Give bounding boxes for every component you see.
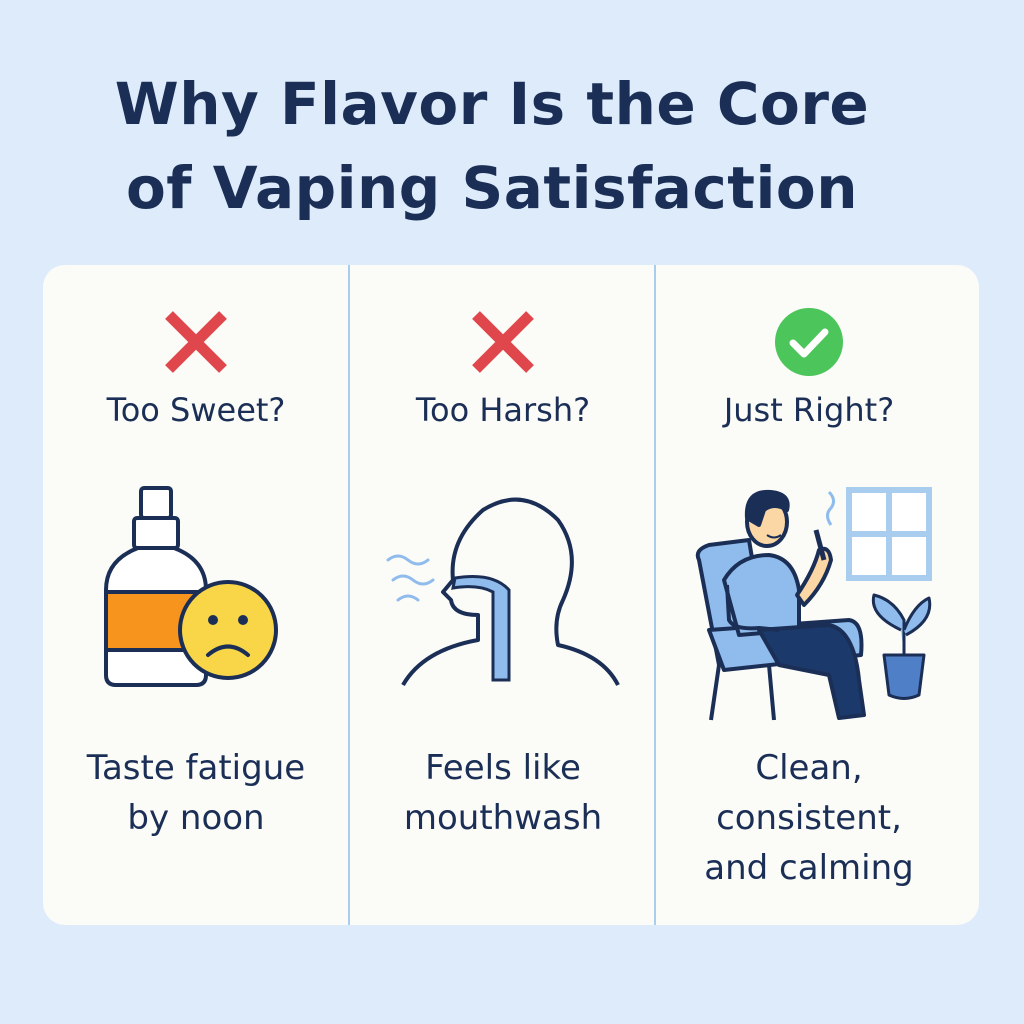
- caption-line: consistent,: [716, 798, 902, 838]
- column-caption: Taste fatigue by noon: [43, 743, 349, 843]
- cross-icon: [165, 311, 227, 373]
- column-caption: Clean, consistent, and calming: [656, 743, 962, 893]
- check-circle-icon: [775, 308, 843, 376]
- caption-line: Taste fatigue: [86, 748, 306, 788]
- column-heading: Just Right?: [723, 391, 895, 429]
- column-too-harsh: Too Harsh? Feels like mouthwash: [350, 265, 656, 925]
- column-too-sweet: Too Sweet? Taste fatigue by noon: [43, 265, 349, 925]
- title-line-2: of Vaping Satisfaction: [125, 154, 859, 222]
- column-heading: Too Sweet?: [106, 391, 286, 429]
- head-throat-illustration: [386, 497, 620, 687]
- column-heading: Too Harsh?: [415, 391, 591, 429]
- caption-line: mouthwash: [403, 798, 603, 838]
- column-divider: [654, 265, 656, 925]
- caption-line: Clean,: [755, 748, 863, 788]
- bottle-sad-face-illustration: [104, 486, 278, 687]
- caption-line: by noon: [127, 798, 265, 838]
- column-divider: [348, 265, 350, 925]
- cross-icon: [472, 311, 534, 373]
- caption-line: and calming: [704, 848, 914, 888]
- title-line-1: Why Flavor Is the Core: [114, 70, 870, 138]
- caption-line: Feels like: [425, 748, 581, 788]
- column-caption: Feels like mouthwash: [350, 743, 656, 843]
- page-title: Why Flavor Is the Core of Vaping Satisfa…: [0, 62, 984, 230]
- man-relaxing-illustration: [695, 487, 932, 721]
- column-just-right: Just Right? Clean, consistent, and calmi…: [656, 265, 962, 925]
